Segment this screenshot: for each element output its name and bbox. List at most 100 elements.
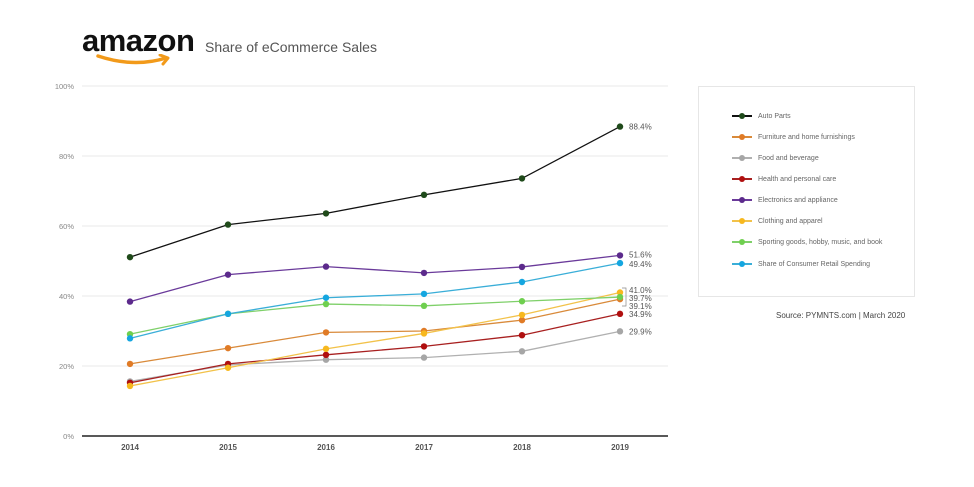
legend: Auto Parts Furniture and home furnishings… [698, 86, 915, 297]
legend-swatch-icon [732, 196, 752, 203]
data-point [322, 294, 330, 301]
series-line [129, 298, 621, 365]
legend-item: Electronics and appliance [732, 193, 838, 207]
series-sporting-goods-hobby-music-and-book [126, 293, 624, 338]
end-labels: 88.4% 39.1% 29.9% 34.9% 51.6% 41.0%39.7% 49.4% [622, 123, 652, 336]
legend-swatch-icon [732, 154, 752, 161]
data-point [518, 348, 526, 355]
x-tick-label: 2019 [611, 443, 629, 452]
data-point [420, 269, 428, 277]
data-point [616, 328, 624, 335]
data-point [224, 221, 232, 228]
series-group [126, 123, 624, 390]
data-point [126, 298, 134, 305]
series-auto-parts [126, 123, 624, 261]
x-tick-label: 2015 [219, 443, 237, 452]
end-value-label: 51.6% [629, 250, 652, 259]
series-furniture-and-home-furnishings [126, 295, 624, 368]
y-tick-label: 80% [59, 152, 74, 161]
data-point [616, 289, 624, 296]
data-point [126, 382, 134, 390]
series-line [129, 262, 621, 339]
end-value-label: 39.1% [629, 302, 652, 311]
legend-item: Food and beverage [732, 151, 819, 165]
data-point [616, 293, 624, 301]
legend-label: Food and beverage [758, 154, 819, 162]
x-tick-label: 2018 [513, 443, 531, 452]
x-tick-label: 2014 [121, 443, 139, 452]
legend-label: Health and personal care [758, 175, 837, 183]
y-tick-label: 60% [59, 222, 74, 231]
data-point [518, 175, 526, 182]
series-line [129, 313, 621, 384]
end-value-label: 29.9% [629, 327, 652, 336]
legend-item: Sporting goods, hobby, music, and book [732, 235, 882, 249]
amazon-smile-icon [96, 54, 170, 66]
x-axis: 2014 2015 2016 2017 2018 2019 [82, 435, 668, 452]
legend-swatch-icon [732, 133, 752, 140]
data-point [420, 330, 428, 337]
data-point [420, 302, 428, 309]
y-tick-label: 40% [59, 292, 74, 301]
chart-title: Share of eCommerce Sales [205, 39, 377, 55]
series-line [129, 291, 621, 387]
data-point [224, 344, 232, 352]
series-electronics-and-appliance [126, 252, 624, 305]
legend-label: Auto Parts [758, 112, 791, 120]
data-point [224, 310, 232, 318]
end-value-label: 39.7% [629, 294, 652, 303]
legend-label: Sporting goods, hobby, music, and book [758, 238, 883, 246]
data-point [518, 332, 526, 339]
data-point [616, 252, 624, 259]
data-point [322, 345, 330, 353]
y-tick-label: 20% [59, 362, 74, 371]
data-point [420, 191, 428, 199]
legend-swatch-icon [732, 238, 752, 245]
series-food-and-beverage [126, 328, 624, 385]
legend-swatch-icon [732, 260, 752, 267]
amazon-logo: amazon [82, 23, 195, 68]
legend-swatch-icon [732, 112, 752, 119]
data-point [518, 311, 526, 319]
gridlines [82, 85, 668, 367]
label-leader [622, 287, 627, 307]
x-tick-label: 2016 [317, 443, 335, 452]
series-line [129, 126, 621, 258]
y-tick-label: 100% [55, 82, 75, 91]
data-point [420, 343, 428, 350]
legend-item: Furniture and home furnishings [732, 130, 855, 144]
legend-item: Auto Parts [732, 109, 791, 123]
data-point [322, 210, 330, 217]
data-point [322, 263, 330, 270]
end-value-label: 34.9% [629, 310, 652, 319]
data-point [518, 263, 526, 271]
data-point [518, 278, 526, 286]
data-point [322, 351, 330, 358]
data-point [322, 300, 330, 308]
data-point [616, 310, 624, 318]
data-point [126, 360, 134, 368]
data-point [518, 298, 526, 305]
data-point [322, 356, 330, 363]
legend-label: Clothing and apparel [758, 217, 823, 225]
end-value-label: 49.4% [629, 260, 652, 269]
data-point [322, 329, 330, 336]
end-value-label: 88.4% [629, 123, 652, 132]
legend-item: Health and personal care [732, 172, 836, 186]
logo-wordmark: amazon [82, 23, 195, 58]
data-point [224, 271, 232, 278]
legend-item: Share of Consumer Retail Spending [732, 257, 870, 271]
legend-label: Furniture and home furnishings [758, 133, 855, 141]
source-note: Source: PYMNTS.com | March 2020 [776, 311, 906, 320]
series-line [129, 330, 621, 383]
data-point [420, 290, 428, 298]
series-clothing-and-apparel [126, 289, 624, 390]
legend-label: Share of Consumer Retail Spending [758, 260, 871, 268]
series-health-and-personal-care [126, 310, 624, 386]
data-point [616, 123, 624, 130]
series-line [129, 254, 621, 303]
series-share-of-consumer-retail-spending [126, 259, 624, 342]
x-tick-label: 2017 [415, 443, 433, 452]
data-point [126, 253, 134, 261]
